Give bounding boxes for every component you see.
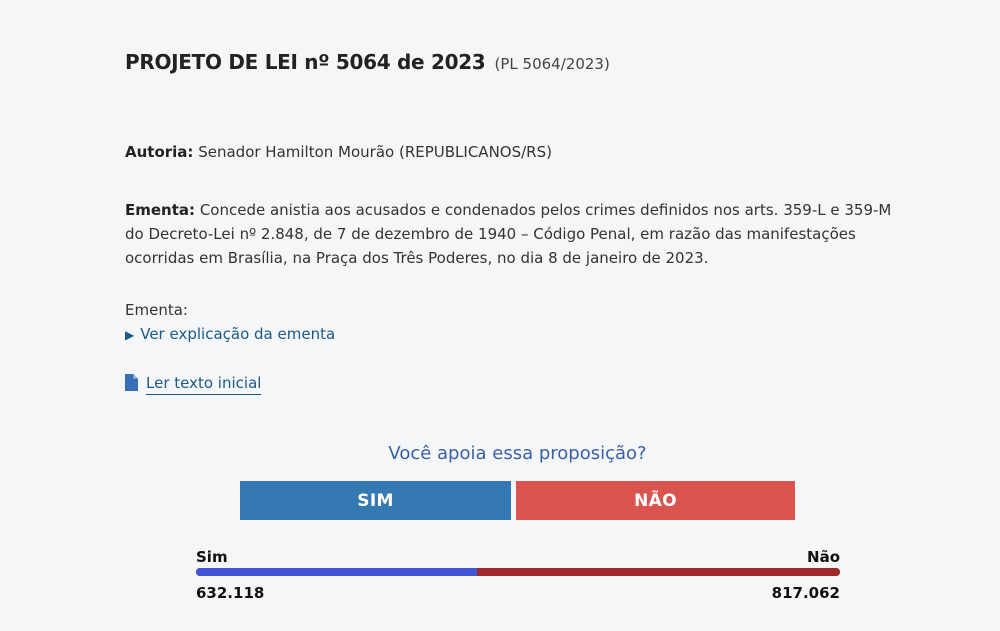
- autoria-label: Autoria:: [125, 143, 194, 161]
- result-bar-yes-segment: [196, 568, 477, 576]
- vote-yes-button[interactable]: SIM: [240, 481, 511, 520]
- result-bar-no-segment: [476, 568, 840, 576]
- ementa-label: Ementa:: [125, 201, 196, 219]
- result-no-count: 817.062: [771, 584, 840, 602]
- bill-abbreviation: (PL 5064/2023): [494, 55, 610, 73]
- ementa-value: Concede anistia aos acusados e condenado…: [125, 201, 892, 267]
- result-bar: [196, 568, 840, 576]
- read-initial-text-link[interactable]: Ler texto inicial: [125, 374, 262, 395]
- vote-no-button[interactable]: NÃO: [516, 481, 795, 520]
- page-title-row: PROJETO DE LEI nº 5064 de 2023 (PL 5064/…: [125, 50, 610, 74]
- explain-ementa-label: Ver explicação da ementa: [140, 325, 336, 343]
- ementa-paragraph: Ementa: Concede anistia aos acusados e c…: [125, 198, 895, 270]
- document-icon: [125, 374, 138, 391]
- autoria-value: Senador Hamilton Mourão (REPUBLICANOS/RS…: [198, 143, 552, 161]
- ementa-explain-heading: Ementa:: [125, 301, 188, 319]
- explain-ementa-toggle[interactable]: ▶ Ver explicação da ementa: [125, 325, 335, 343]
- page-title: PROJETO DE LEI nº 5064 de 2023: [125, 50, 486, 74]
- triangle-right-icon: ▶: [125, 328, 135, 342]
- result-yes-count: 632.118: [196, 584, 265, 602]
- autoria-line: Autoria: Senador Hamilton Mourão (REPUBL…: [125, 143, 552, 161]
- read-initial-text-label: Ler texto inicial: [146, 374, 262, 395]
- result-yes-label: Sim: [196, 548, 228, 566]
- result-no-label: Não: [807, 548, 840, 566]
- poll-question: Você apoia essa proposição?: [388, 443, 647, 464]
